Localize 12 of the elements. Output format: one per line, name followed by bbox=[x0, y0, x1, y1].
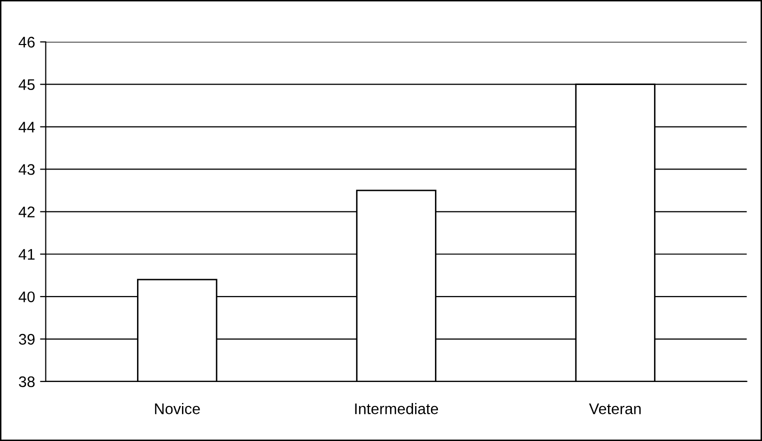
y-tick-label: 42 bbox=[18, 206, 35, 218]
y-tick-label: 45 bbox=[18, 79, 35, 90]
x-tick-label: Intermediate bbox=[355, 402, 438, 414]
x-tick-label: Novice bbox=[155, 402, 200, 414]
y-tick-label: 40 bbox=[18, 291, 35, 302]
y-tick-label: 38 bbox=[18, 376, 35, 388]
y-tick-label: 39 bbox=[18, 334, 35, 345]
x-tick-label: Veteran bbox=[589, 404, 641, 414]
y-tick-label: 46 bbox=[18, 36, 35, 48]
y-tick-label: 44 bbox=[18, 122, 35, 132]
y-tick-label: 43 bbox=[18, 164, 35, 175]
y-tick-label: 41 bbox=[18, 249, 35, 260]
